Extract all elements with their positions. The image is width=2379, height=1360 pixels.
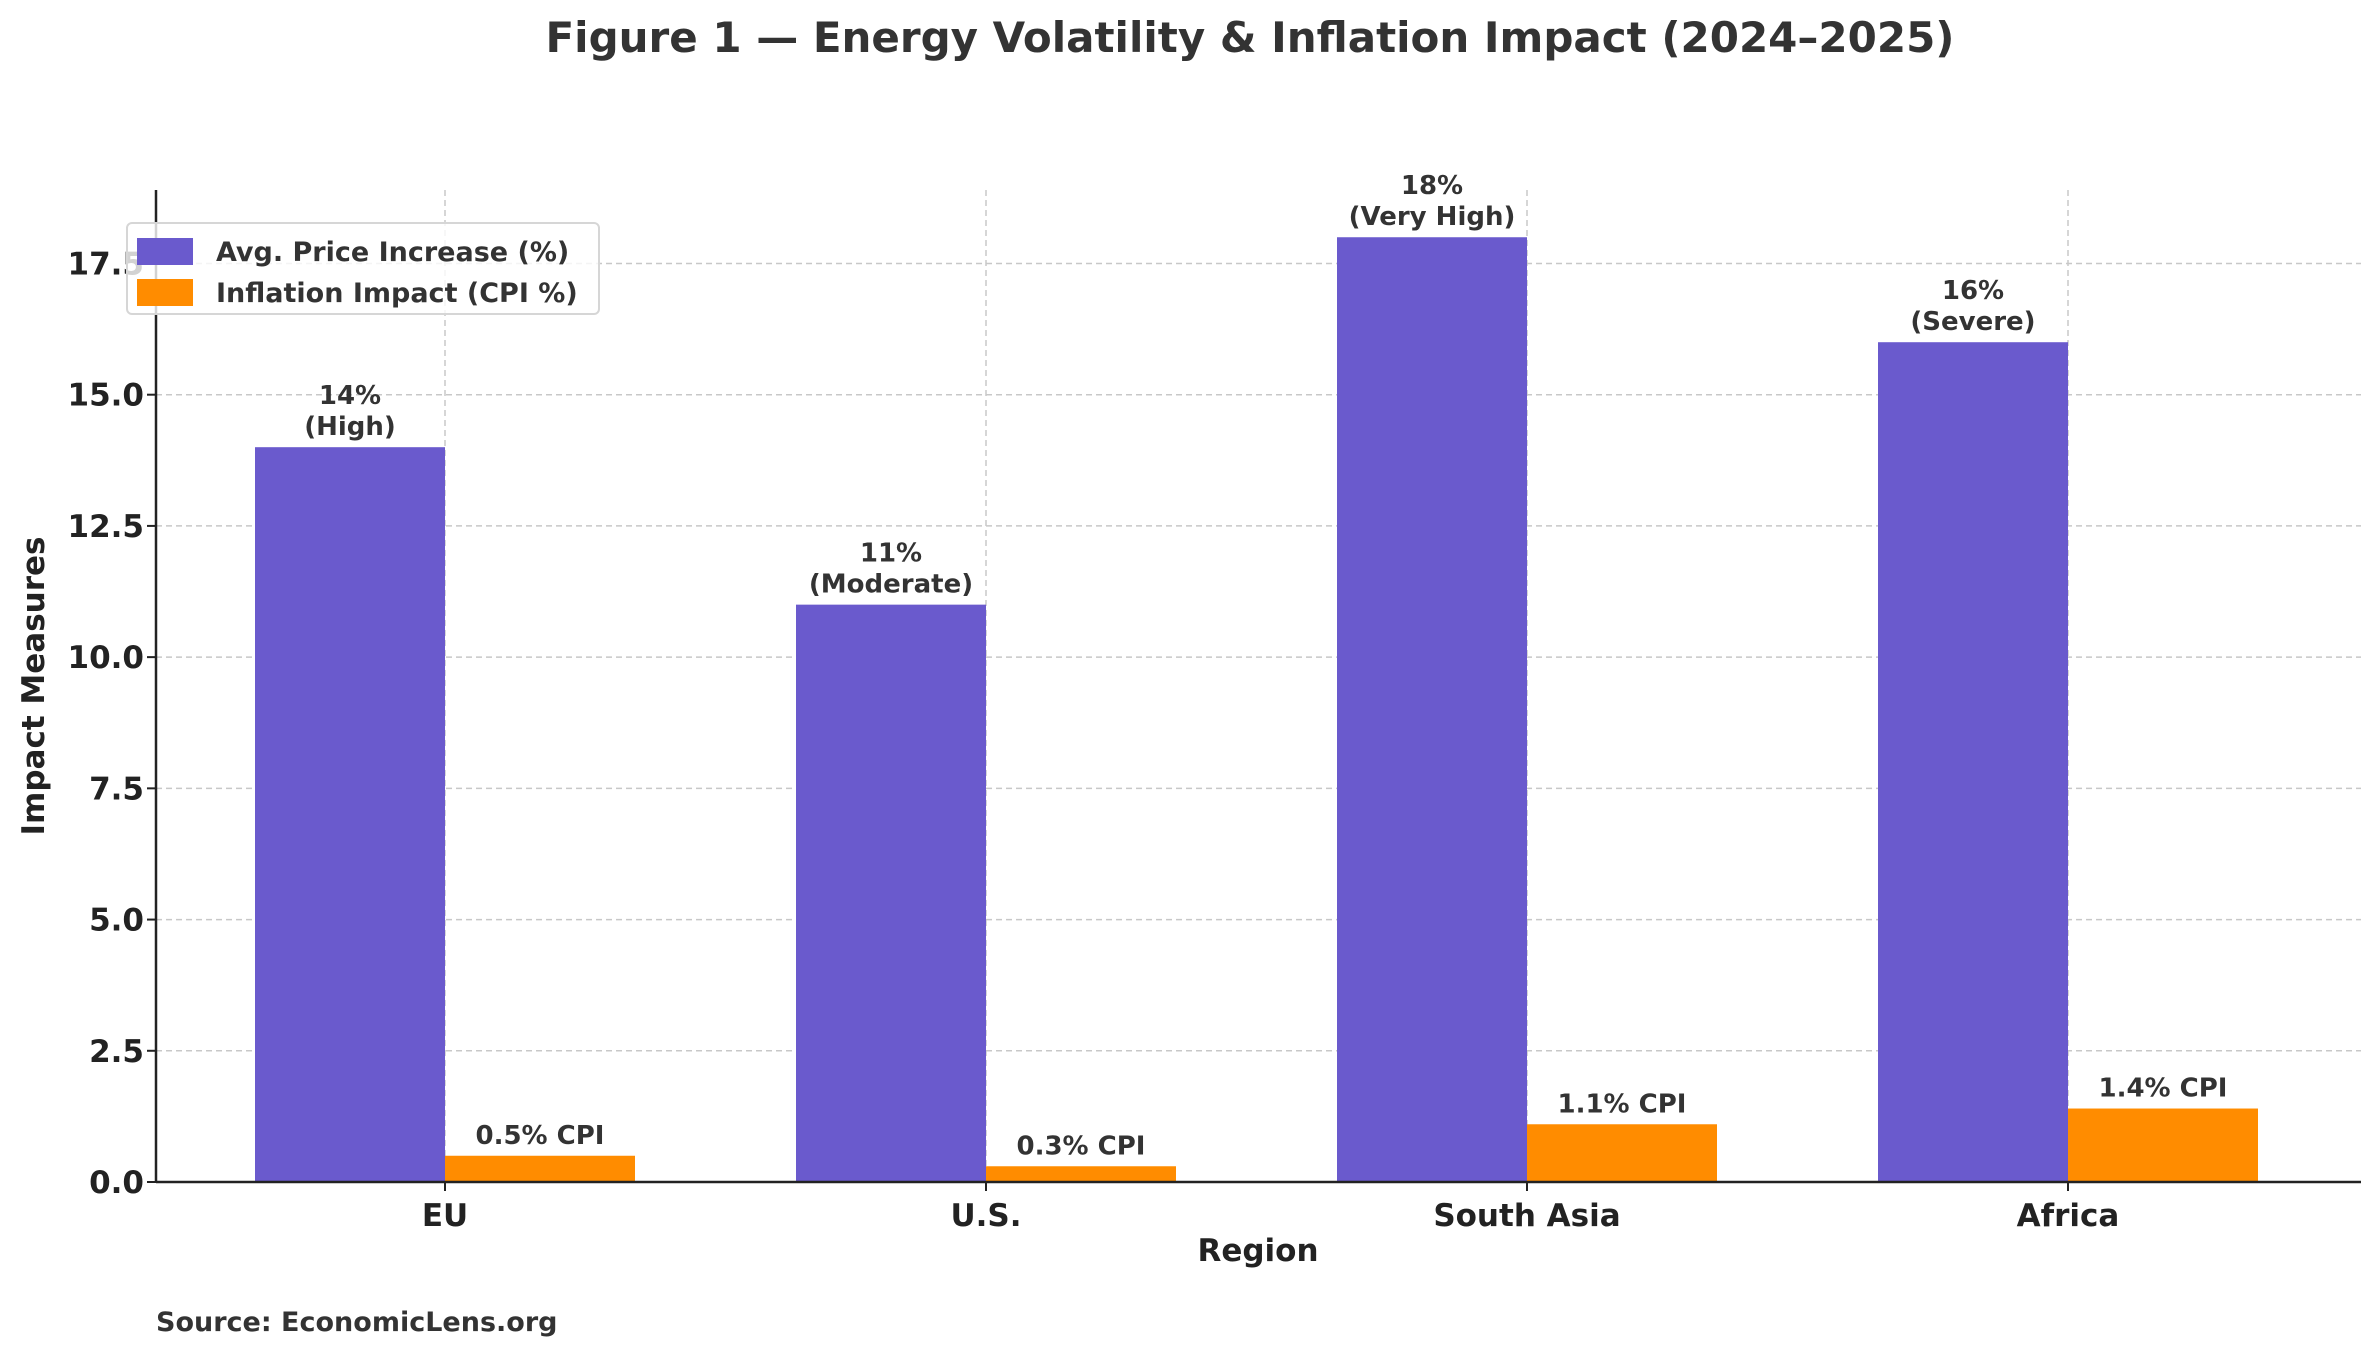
- bar-value-label: 14% (High): [304, 381, 396, 442]
- y-tick-label: 0.0: [89, 1165, 144, 1201]
- bar-value-label: 16% (Severe): [1910, 276, 2035, 337]
- y-tick-label: 15.0: [68, 378, 145, 414]
- bar-value-label: 18% (Very High): [1349, 171, 1516, 232]
- bar-inflation-impact: [2068, 1108, 2258, 1182]
- bars: [255, 237, 2258, 1182]
- axes: 0.02.55.07.510.012.515.017.5EU U.S. South …: [68, 190, 2361, 1234]
- y-tick-label: 10.0: [68, 640, 145, 676]
- chart-title: Figure 1 — Energy Volatility & Inflation…: [545, 13, 1954, 62]
- legend-label: Inflation Impact (CPI %): [216, 278, 578, 309]
- bar-inflation-impact: [986, 1166, 1176, 1182]
- x-tick-label: South Asia: [1433, 1198, 1620, 1234]
- bar-labels: 14% (High) 11% (Moderate) 18% (Very High) 16%(…: [304, 171, 2227, 1161]
- x-tick-label: U.S.: [950, 1198, 1021, 1234]
- x-axis-label: Region: [1197, 1233, 1318, 1269]
- y-tick-label: 12.5: [68, 509, 145, 545]
- legend: Avg. Price Increase (%) Inflation Impact …: [126, 222, 600, 315]
- source-note: Source: EconomicLens.org: [156, 1307, 557, 1338]
- bar-price-increase: [796, 604, 986, 1182]
- y-tick-label: 7.5: [89, 771, 144, 807]
- y-tick-label: 5.0: [89, 903, 144, 939]
- bar-inflation-impact: [445, 1155, 635, 1182]
- legend-swatch: [137, 238, 193, 265]
- y-tick-label: 2.5: [89, 1034, 144, 1070]
- x-tick-label: Africa: [2017, 1198, 2120, 1234]
- bar-value-label: 1.1% CPI: [1558, 1089, 1687, 1119]
- legend-swatch: [137, 279, 193, 306]
- legend-label: Avg. Price Increase (%): [216, 237, 569, 268]
- x-tick-label: EU: [422, 1198, 468, 1234]
- y-axis-label: Impact Measures: [16, 536, 52, 835]
- bar-value-label: 0.3% CPI: [1017, 1131, 1146, 1161]
- bar-inflation-impact: [1527, 1124, 1717, 1182]
- bar-value-label: 11% (Moderate): [809, 539, 973, 600]
- bar-price-increase: [255, 447, 445, 1182]
- bar-value-label: 0.5% CPI: [476, 1121, 605, 1151]
- legend-box: [126, 222, 600, 315]
- bar-value-label: 1.4% CPI: [2099, 1074, 2228, 1104]
- bar-price-increase: [1337, 237, 1527, 1182]
- bar-price-increase: [1878, 342, 2068, 1182]
